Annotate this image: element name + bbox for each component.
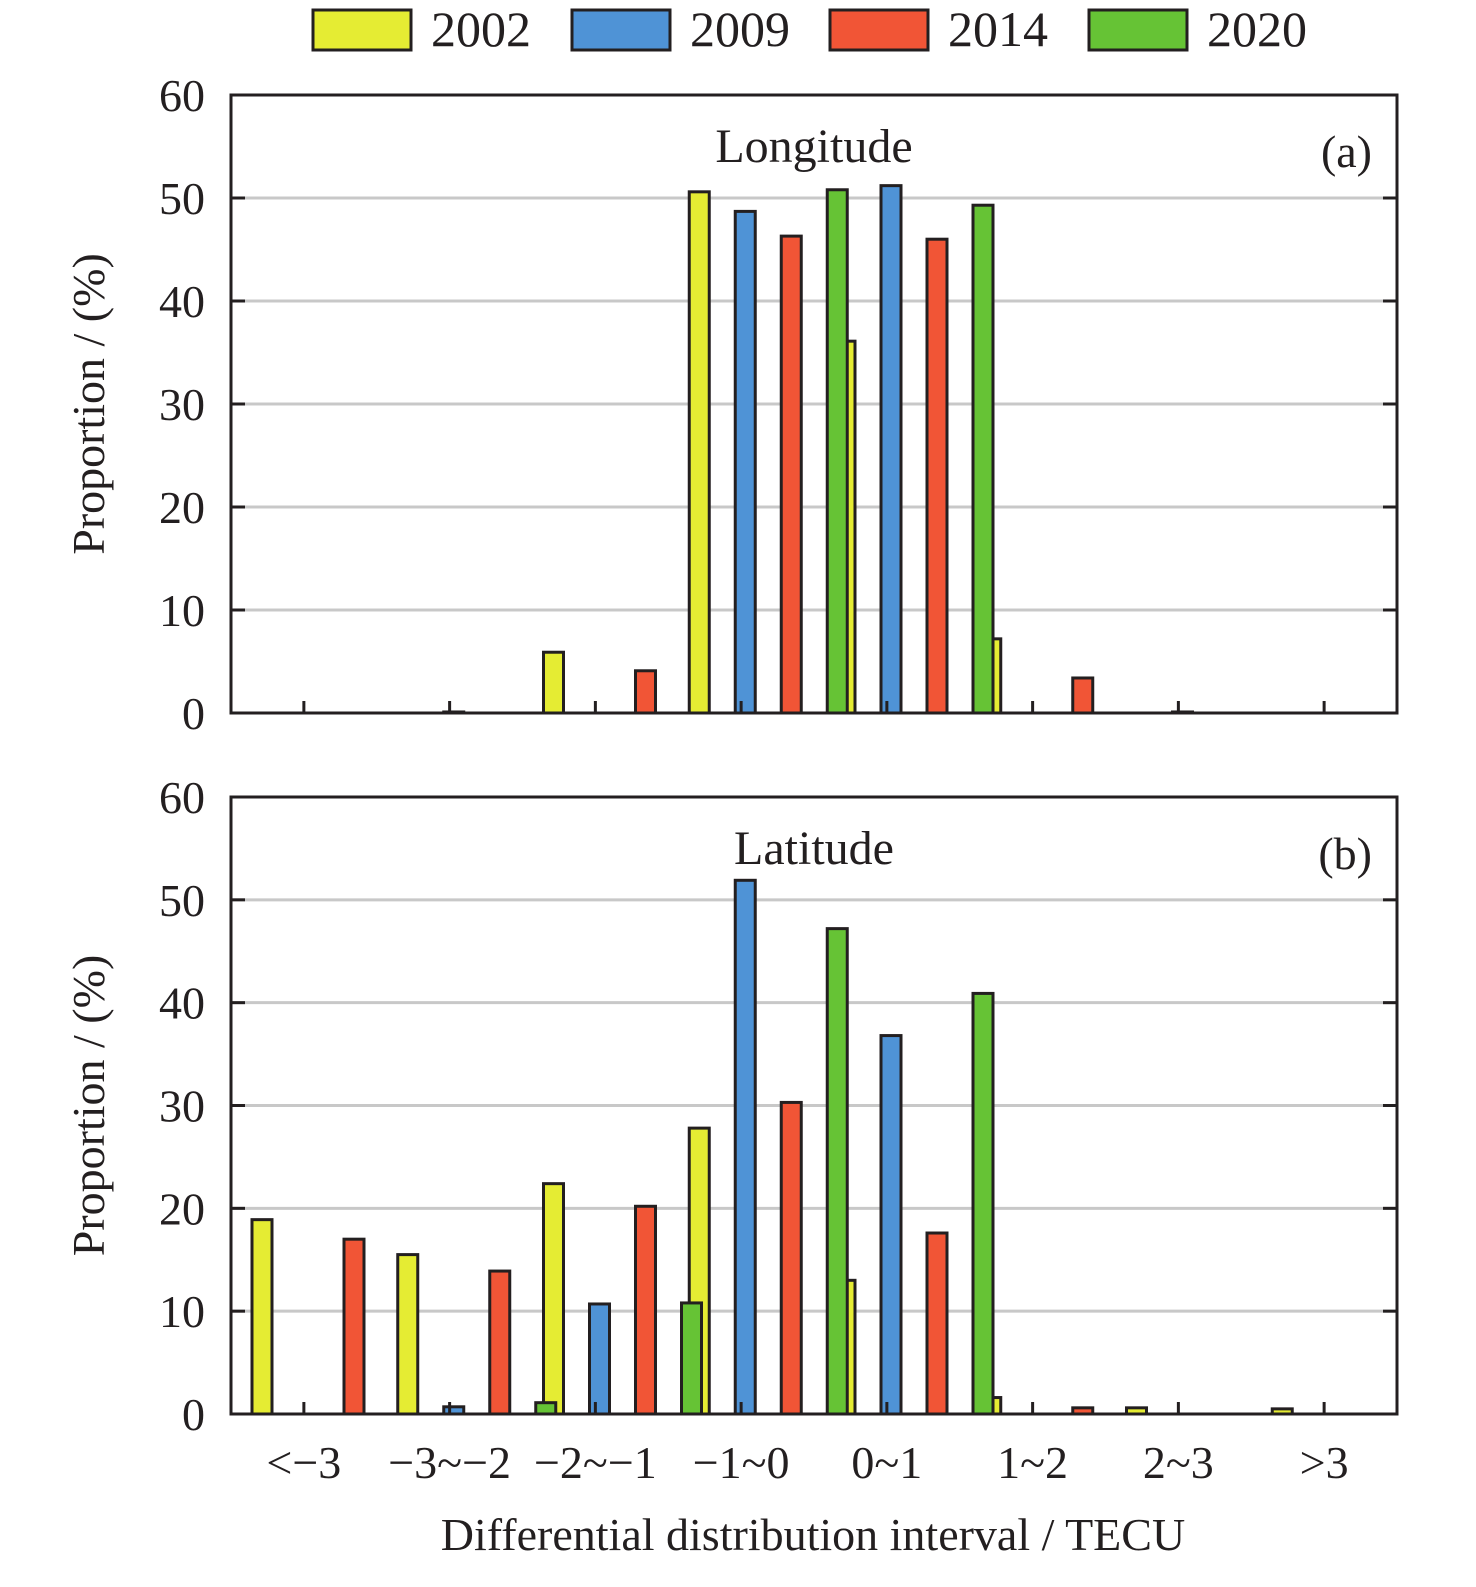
y-tick-label: 60 <box>159 772 205 823</box>
legend-label-2009: 2009 <box>690 1 790 57</box>
legend-swatch-2002 <box>311 8 413 52</box>
legend-swatch-2014 <box>828 8 930 52</box>
y-tick-label: 20 <box>159 1183 205 1234</box>
bar-2014-4 <box>925 237 949 715</box>
bar-2020-4 <box>971 203 995 715</box>
y-tick-label: 0 <box>182 1389 205 1440</box>
bar-2002-2 <box>542 1182 565 1416</box>
bar-2020-1 <box>534 1401 558 1416</box>
bar-2002-0 <box>250 1218 274 1416</box>
x-tick-label: <−3 <box>266 1437 341 1488</box>
bar-2014-0 <box>342 1237 366 1416</box>
y-tick-label: 0 <box>182 688 205 739</box>
y-tick-label: 10 <box>159 585 205 636</box>
legend-label-2002: 2002 <box>431 1 531 57</box>
x-tick-label: 1~2 <box>997 1437 1068 1488</box>
bar-2002-3 <box>687 190 711 715</box>
panel-title: Latitude <box>734 822 894 875</box>
bar-2020-3 <box>825 927 849 1416</box>
legend-swatch-2009 <box>570 8 672 52</box>
y-tick-label: 50 <box>159 173 205 224</box>
bar-2009-3 <box>733 209 757 715</box>
bar-2002-2 <box>542 650 565 715</box>
bar-2020-4 <box>971 991 995 1416</box>
y-tick-label: 30 <box>159 1081 205 1132</box>
bar-2009-4 <box>879 184 903 715</box>
y-tick-label: 40 <box>159 276 205 327</box>
bar-2014-1 <box>488 1269 512 1416</box>
y-tick-label: 20 <box>159 482 205 533</box>
y-tick-label: 40 <box>159 978 205 1029</box>
bar-2014-4 <box>925 1231 949 1416</box>
bar-2002-1 <box>396 1253 420 1416</box>
y-tick-label: 60 <box>159 70 205 121</box>
panel-title: Longitude <box>715 120 912 173</box>
x-tick-label: 2~3 <box>1143 1437 1214 1488</box>
bar-2009-2 <box>588 1302 611 1416</box>
bar-2009-3 <box>733 878 757 1416</box>
y-axis-label: Proportion / (%) <box>63 955 114 1257</box>
bar-2014-2 <box>634 1204 657 1416</box>
panel-longitude: 0 10 20 30 40 50 60 Longitude (a) Proportion / (%… <box>63 70 1399 739</box>
panel-label: (b) <box>1318 828 1372 879</box>
x-tick-label: −3~−2 <box>388 1437 511 1488</box>
bar-2014-2 <box>634 669 657 715</box>
bar-2014-5 <box>1071 676 1095 715</box>
panel-label: (a) <box>1321 126 1372 177</box>
legend-label-2014: 2014 <box>948 1 1048 57</box>
bar-2020-3 <box>825 188 849 715</box>
x-axis-label: Differential distribution interval / TEC… <box>441 1509 1185 1560</box>
y-tick-label: 30 <box>159 379 205 430</box>
x-tick-labels: <−3 −3~−2 −2~−1 −1~0 0~1 1~2 2~3 >3 <box>266 1437 1348 1488</box>
x-tick-label: >3 <box>1300 1437 1349 1488</box>
bar-2014-3 <box>779 234 803 715</box>
y-axis-label: Proportion / (%) <box>63 253 114 555</box>
legend-swatch-2020 <box>1087 8 1189 52</box>
bar-2020-2 <box>680 1301 703 1416</box>
y-tick-label: 50 <box>159 875 205 926</box>
x-tick-label: 0~1 <box>851 1437 922 1488</box>
bar-2014-3 <box>779 1100 803 1416</box>
legend-label-2020: 2020 <box>1207 1 1307 57</box>
panel-latitude: 0 10 20 30 40 50 60 Latitude (b) Proportion / (%) <box>63 772 1399 1440</box>
legend: 2002 2009 2014 2020 <box>311 1 1307 57</box>
bar-2009-4 <box>879 1034 903 1416</box>
y-tick-label: 10 <box>159 1286 205 1337</box>
x-tick-label: −2~−1 <box>534 1437 657 1488</box>
x-tick-label: −1~0 <box>693 1437 790 1488</box>
